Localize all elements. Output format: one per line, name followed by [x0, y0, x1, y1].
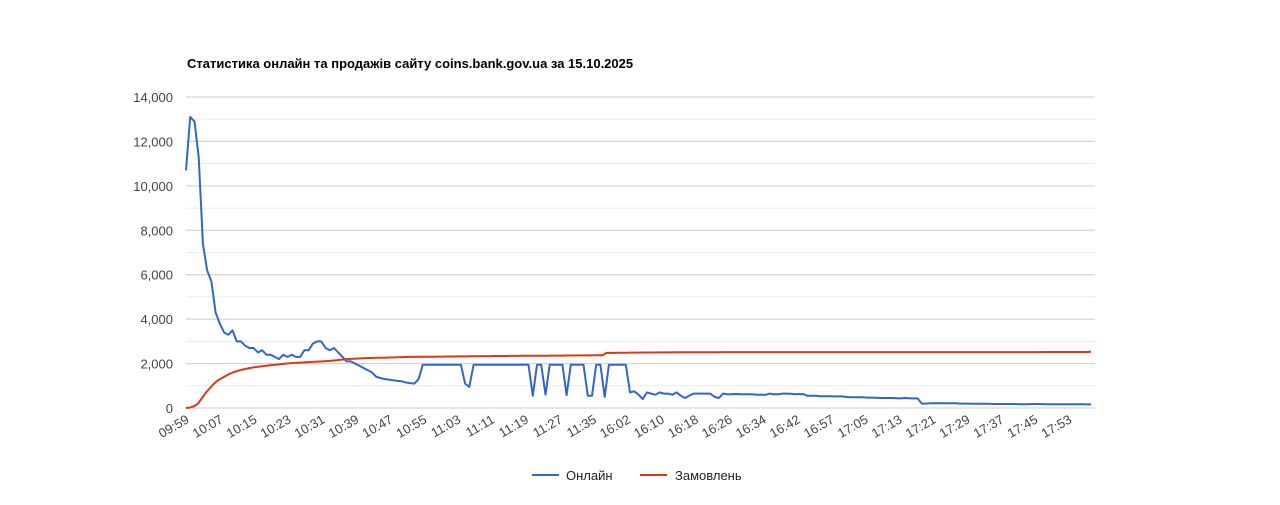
x-tick-label: 11:03	[428, 412, 463, 441]
x-tick-label: 17:53	[1039, 412, 1075, 441]
legend: Онлайн Замовлень	[532, 468, 742, 483]
x-tick-label: 17:05	[835, 412, 871, 441]
y-tick-label: 12,000	[133, 134, 173, 149]
y-tick-label: 2,000	[140, 357, 173, 372]
x-tick-label: 11:27	[530, 412, 565, 441]
x-tick-label: 10:23	[258, 412, 294, 441]
y-tick-label: 0	[166, 401, 173, 416]
legend-label: Онлайн	[566, 468, 613, 483]
x-tick-label: 11:35	[564, 412, 599, 441]
y-tick-label: 8,000	[140, 223, 173, 238]
x-tick-label: 10:47	[360, 412, 396, 441]
x-tick-label: 17:29	[937, 412, 973, 441]
x-tick-label: 17:45	[1005, 412, 1041, 441]
series-line-orders	[185, 350, 1092, 409]
gridlines	[186, 96, 1095, 409]
x-tick-label: 16:34	[733, 412, 769, 441]
x-tick-label: 11:19	[496, 412, 531, 441]
x-tick-label: 16:10	[631, 412, 667, 441]
x-axis-ticks: 09:5910:0710:1510:2310:3110:3910:4710:55…	[156, 412, 1074, 441]
x-tick-label: 17:21	[903, 412, 939, 441]
x-tick-label: 10:31	[292, 412, 328, 441]
legend-label: Замовлень	[675, 468, 742, 483]
x-tick-label: 10:15	[224, 412, 260, 441]
y-tick-label: 4,000	[140, 312, 173, 327]
y-tick-label: 14,000	[133, 90, 173, 105]
x-tick-label: 10:07	[190, 412, 226, 441]
series-lines	[185, 116, 1092, 409]
x-tick-label: 10:55	[393, 412, 429, 441]
y-tick-label: 6,000	[140, 268, 173, 283]
x-tick-label: 16:42	[767, 412, 803, 441]
x-tick-label: 17:13	[869, 412, 905, 441]
series-line-online	[185, 116, 1091, 406]
x-tick-label: 17:37	[971, 412, 1007, 441]
y-axis-ticks: 0 2,000 4,000 6,000 8,000 10,000 12,000 14,000	[133, 90, 173, 416]
x-tick-label: 11:11	[463, 412, 497, 440]
x-tick-label: 16:02	[597, 412, 633, 441]
chart-title: Статистика онлайн та продажів сайту coin…	[187, 56, 634, 71]
x-tick-label: 10:39	[326, 412, 362, 441]
x-tick-label: 16:26	[699, 412, 735, 441]
x-tick-label: 09:59	[156, 412, 192, 441]
x-tick-label: 16:18	[665, 412, 701, 441]
x-tick-label: 16:57	[801, 412, 837, 441]
y-tick-label: 10,000	[133, 179, 173, 194]
